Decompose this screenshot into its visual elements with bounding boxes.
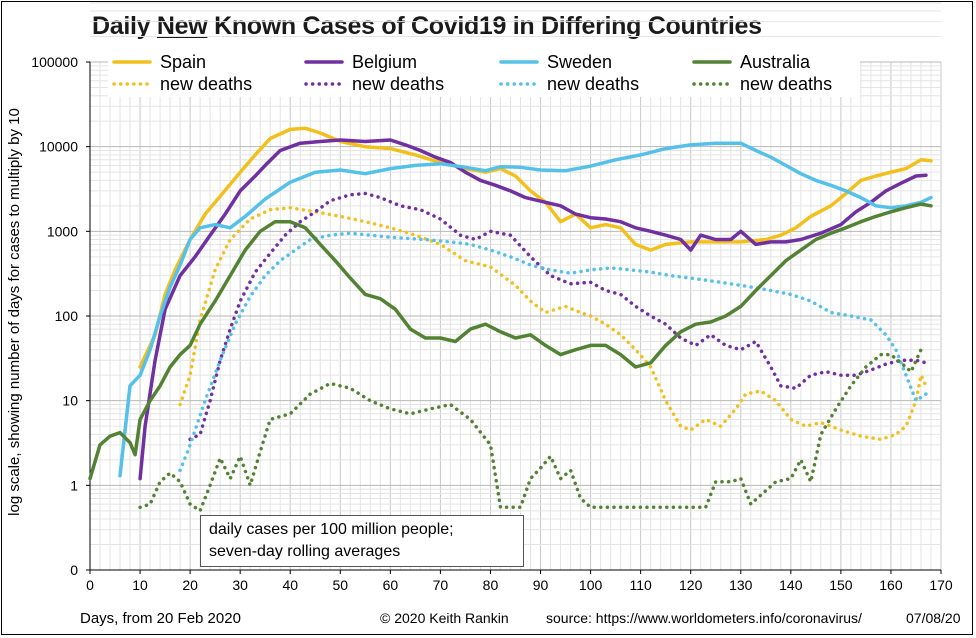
x-tick-label: 140 xyxy=(779,577,803,593)
annotation-line-1: daily cases per 100 million people; xyxy=(209,521,454,538)
y-tick-label: 10000 xyxy=(39,139,78,155)
x-tick-label: 100 xyxy=(579,577,603,593)
x-tick-label: 0 xyxy=(86,577,94,593)
x-tick-label: 110 xyxy=(629,577,652,593)
x-tick-label: 90 xyxy=(533,577,549,593)
x-tick-label: 120 xyxy=(679,577,703,593)
legend-label: Australia xyxy=(740,52,811,72)
series-line-australia-cases xyxy=(88,202,933,481)
x-tick-label: 20 xyxy=(182,577,198,593)
x-tick-label: 70 xyxy=(433,577,449,593)
chart-title: Daily New Known Cases of Covid19 in Diff… xyxy=(92,12,762,41)
date-text: 07/08/20 xyxy=(906,610,961,626)
x-tick-label: 160 xyxy=(879,577,903,593)
title-pre: Daily xyxy=(92,12,157,40)
legend-label: Sweden xyxy=(547,52,612,72)
y-tick-label: 10 xyxy=(62,393,78,409)
legend-label: new deaths xyxy=(740,74,832,94)
legend-label: new deaths xyxy=(160,74,252,94)
title-underlined-word: New xyxy=(156,12,208,40)
y-axis-label: log scale, showing number of days for ca… xyxy=(6,108,23,516)
copyright-text: © 2020 Keith Rankin xyxy=(380,610,509,626)
x-tick-label: 130 xyxy=(729,577,753,593)
series-line-sweden-cases xyxy=(118,141,933,478)
y-tick-label: 100 xyxy=(55,308,79,324)
series-line-australia-deaths xyxy=(138,347,923,513)
annotation-line-2: seven-day rolling averages xyxy=(209,543,401,560)
series-line-spain-deaths xyxy=(178,205,928,442)
series-line-belgium-cases xyxy=(138,138,928,481)
x-tick-label: 60 xyxy=(383,577,399,593)
x-tick-label: 50 xyxy=(333,577,349,593)
x-tick-label: 10 xyxy=(132,577,148,593)
legend-label: Spain xyxy=(160,52,206,72)
annotation-box: daily cases per 100 million people; seve… xyxy=(200,515,524,567)
x-tick-label: 150 xyxy=(829,577,853,593)
x-tick-label: 40 xyxy=(282,577,298,593)
series-line-sweden-deaths xyxy=(178,231,928,473)
legend-label: new deaths xyxy=(352,74,444,94)
x-axis-label: Days, from 20 Feb 2020 xyxy=(80,610,241,627)
x-tick-label: 170 xyxy=(929,577,953,593)
series-line-belgium-deaths xyxy=(188,191,928,442)
y-tick-label: 1 xyxy=(70,477,78,493)
series-lines xyxy=(88,126,933,513)
source-text: source: https://www.worldometers.info/co… xyxy=(546,610,862,626)
title-post: Known Cases of Covid19 in Differing Coun… xyxy=(207,12,762,40)
legend-label: new deaths xyxy=(547,74,639,94)
legend-background xyxy=(108,53,860,97)
y-tick-label: 1000 xyxy=(47,223,78,239)
y-tick-label: 0 xyxy=(70,562,78,578)
x-tick-label: 30 xyxy=(232,577,248,593)
x-tick-label: 80 xyxy=(483,577,499,593)
y-tick-label: 100000 xyxy=(31,54,78,70)
legend-label: Belgium xyxy=(352,52,417,72)
